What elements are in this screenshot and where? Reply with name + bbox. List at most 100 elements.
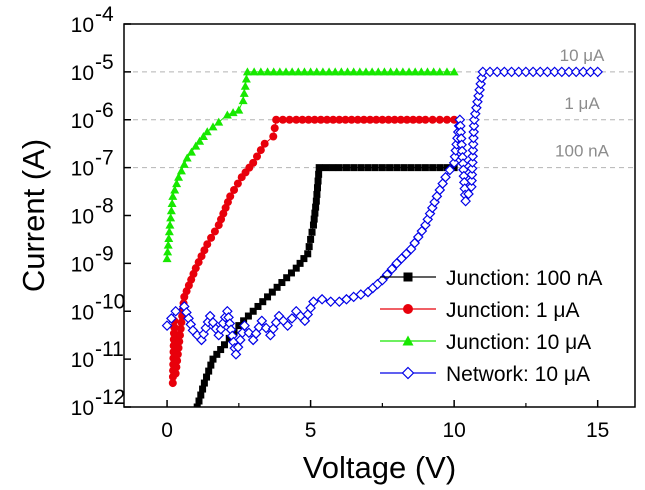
data-point — [167, 199, 177, 208]
data-point — [570, 66, 582, 78]
data-point — [166, 206, 176, 215]
data-point — [202, 127, 212, 136]
data-point — [170, 305, 182, 317]
legend-marker — [403, 304, 413, 314]
data-point — [240, 317, 248, 325]
data-point — [186, 147, 196, 156]
data-point — [563, 66, 575, 78]
data-point — [168, 191, 178, 200]
data-point — [414, 164, 422, 172]
data-point — [378, 164, 386, 172]
data-point — [168, 379, 177, 388]
data-point — [398, 67, 408, 76]
legend-label: Junction: 100 nA — [446, 267, 602, 290]
y-tick-label: 10 — [71, 14, 94, 37]
data-point — [287, 67, 297, 76]
data-point — [197, 391, 205, 399]
data-point — [323, 115, 332, 124]
data-point — [313, 184, 321, 192]
data-point — [467, 150, 479, 162]
data-point — [463, 188, 474, 200]
data-point — [203, 240, 212, 249]
data-point — [208, 122, 218, 131]
y-tick-label: 10 — [71, 301, 94, 324]
legend-label: Network: 10 μA — [446, 363, 590, 386]
y-tick-label: 10 — [71, 397, 94, 420]
data-point — [460, 195, 471, 207]
data-point — [309, 221, 317, 229]
data-point — [499, 66, 510, 78]
data-point — [377, 274, 388, 286]
y-tick-exponent: -11 — [95, 338, 124, 361]
data-point — [318, 67, 328, 76]
data-point — [209, 355, 217, 363]
data-point — [342, 164, 350, 172]
data-point — [200, 246, 209, 255]
data-point — [350, 164, 358, 172]
y-tick-label: 10 — [71, 349, 94, 372]
x-tick-label: 15 — [586, 419, 609, 442]
reference-line-label: 100 nA — [555, 142, 610, 161]
data-point — [357, 164, 365, 172]
data-point — [549, 66, 560, 78]
legend-item: Junction: 10 μA — [380, 331, 591, 354]
data-point — [466, 163, 478, 174]
data-point — [234, 105, 244, 114]
data-point — [371, 164, 379, 172]
data-point — [207, 361, 215, 369]
data-point — [390, 115, 399, 124]
data-point — [484, 66, 496, 78]
data-point — [239, 88, 249, 97]
data-point — [195, 397, 203, 405]
data-point — [415, 115, 424, 124]
data-point — [468, 120, 480, 132]
data-point — [191, 141, 201, 150]
data-point — [449, 67, 459, 76]
data-point — [230, 185, 239, 194]
data-point — [466, 169, 478, 180]
data-point — [283, 274, 291, 282]
data-point — [410, 67, 420, 76]
data-point — [556, 66, 568, 78]
data-point — [402, 115, 411, 124]
data-point — [264, 293, 272, 301]
data-point — [409, 115, 418, 124]
data-point — [179, 159, 189, 168]
data-point — [195, 136, 205, 145]
y-tick-label: 10 — [71, 158, 94, 181]
data-point — [175, 337, 184, 346]
data-point — [527, 66, 539, 78]
data-point — [233, 179, 242, 188]
data-point — [429, 67, 439, 76]
data-point — [304, 115, 313, 124]
data-point — [467, 138, 479, 150]
y-tick-exponent: -9 — [95, 242, 114, 265]
data-point — [164, 233, 174, 242]
legend-label: Junction: 1 μA — [446, 299, 580, 322]
legend-label: Junction: 10 μA — [446, 331, 591, 354]
data-point — [210, 227, 219, 236]
data-point — [292, 115, 301, 124]
data-point — [312, 197, 320, 205]
data-point — [165, 220, 175, 229]
data-point — [198, 132, 208, 141]
data-point — [213, 350, 221, 358]
y-tick-label: 10 — [71, 62, 94, 85]
data-point — [293, 67, 303, 76]
data-point — [316, 115, 325, 124]
data-point — [220, 341, 228, 349]
data-point — [286, 313, 298, 324]
data-point — [366, 115, 375, 124]
data-point — [269, 132, 278, 141]
data-point — [421, 164, 429, 172]
data-point — [170, 323, 179, 332]
data-point — [164, 227, 174, 236]
legend: Junction: 100 nA Junction: 1 μA Junction: … — [380, 267, 602, 386]
data-point — [308, 228, 316, 236]
data-point — [592, 66, 604, 78]
data-point — [373, 67, 383, 76]
data-point — [312, 67, 322, 76]
data-point — [428, 115, 437, 124]
